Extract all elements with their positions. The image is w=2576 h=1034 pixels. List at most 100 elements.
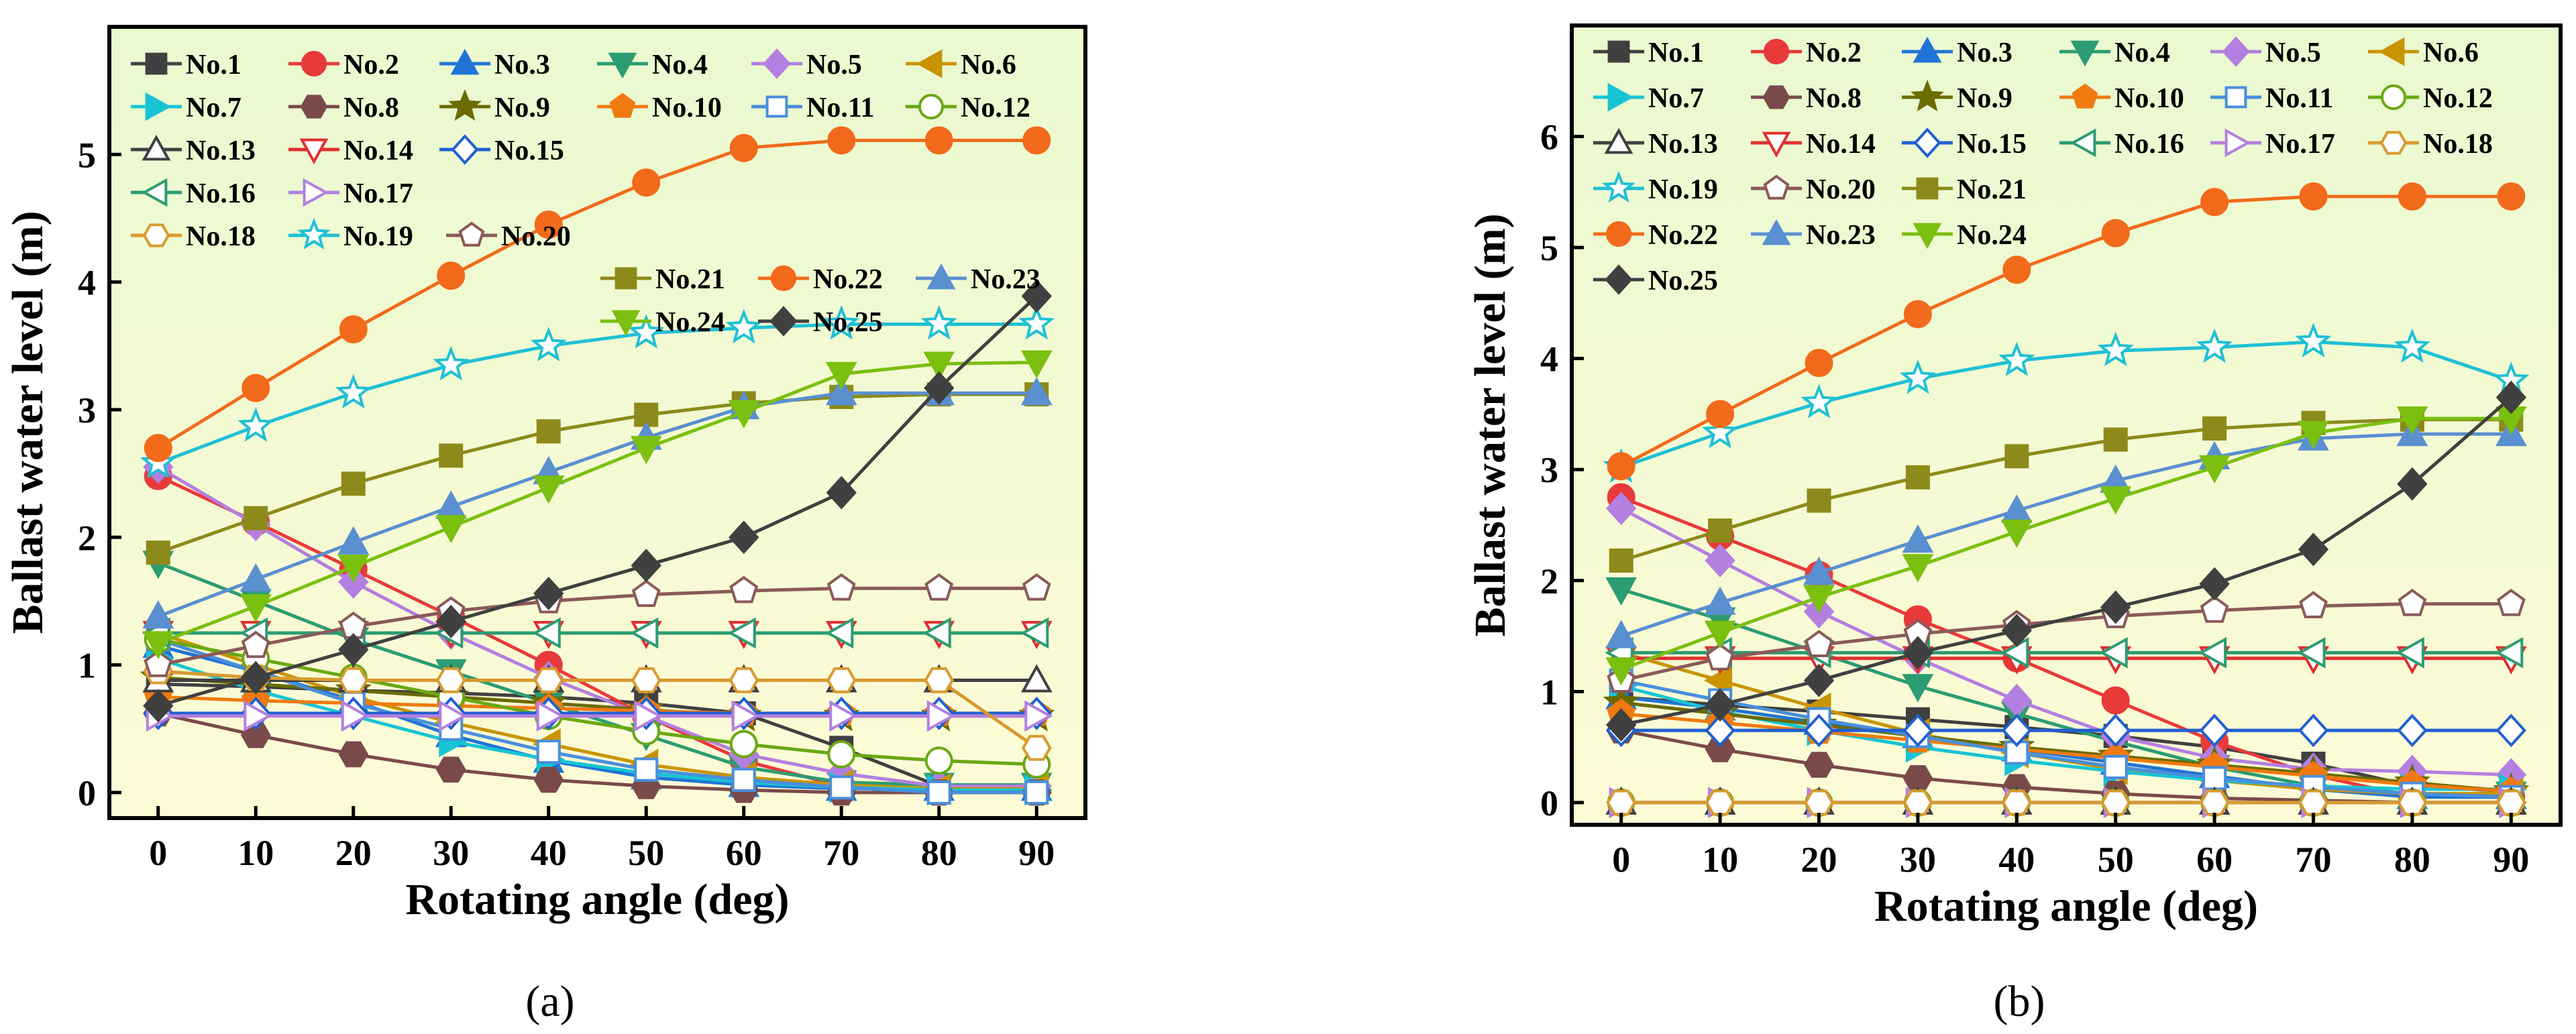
data-point <box>2103 754 2128 779</box>
legend-item: No.5 <box>2210 36 2321 68</box>
series-line <box>1620 194 2512 468</box>
legend-label: No.13 <box>1648 129 1718 160</box>
data-point <box>2397 713 2428 748</box>
data-point <box>2202 766 2227 791</box>
legend-item: No.11 <box>751 93 875 123</box>
legend-item: No.7 <box>131 92 241 123</box>
legend-marker <box>2222 36 2250 67</box>
legend-item: No.7 <box>1593 82 1704 114</box>
x-tick-label: 80 <box>2394 840 2430 880</box>
y-tick-label: 3 <box>1540 450 1558 490</box>
x-tick-label: 10 <box>237 833 274 873</box>
data-point <box>826 475 857 510</box>
plot-area <box>1572 25 2561 825</box>
series-no25 <box>1605 380 2527 742</box>
legend-item: No.2 <box>1751 38 1862 68</box>
data-point <box>244 700 272 732</box>
x-tick-label: 0 <box>149 833 167 873</box>
legend-marker <box>1762 131 1791 158</box>
data-point <box>533 475 565 504</box>
y-tick-label: 5 <box>1540 228 1558 268</box>
legend: No.1 No.2 No.3 No.4 No.5 No.6 No.7 No.8 No.9 No.1… <box>131 48 1040 338</box>
x-tick-label: 50 <box>2098 840 2134 880</box>
legend-item: No.8 <box>1751 83 1862 114</box>
legend-item: No.1 <box>1593 38 1704 68</box>
legend-marker <box>2378 37 2405 66</box>
data-point <box>2100 789 2131 816</box>
legend-label: No.14 <box>1806 129 1876 160</box>
legend-marker <box>608 52 637 79</box>
data-point <box>143 689 174 723</box>
data-point <box>1022 126 1051 155</box>
x-tick-label: 90 <box>1018 833 1055 873</box>
data-point <box>1902 789 1933 816</box>
data-point <box>728 400 760 428</box>
data-point <box>1024 780 1049 805</box>
data-point <box>2297 637 2326 669</box>
data-point <box>2004 444 2029 469</box>
series-no15 <box>1605 713 2527 748</box>
legend-marker <box>450 48 480 75</box>
data-point <box>924 667 955 693</box>
x-tick-label: 30 <box>433 833 469 873</box>
data-point <box>634 700 663 732</box>
legend-label: No.20 <box>501 221 571 252</box>
legend-marker <box>297 217 331 250</box>
legend-item: No.3 <box>1902 36 2012 68</box>
legend-label: No.8 <box>1806 83 1862 114</box>
data-point <box>827 740 856 768</box>
x-tick-label: 60 <box>2196 840 2233 880</box>
data-point <box>1804 789 1834 816</box>
data-point <box>731 767 756 792</box>
series-line <box>1620 416 2512 671</box>
data-point <box>924 573 954 601</box>
data-point <box>341 471 366 496</box>
data-point <box>2496 589 2526 616</box>
legend-label: No.1 <box>186 50 241 80</box>
series-no24 <box>142 350 1053 660</box>
data-point <box>2398 182 2426 211</box>
series-no19 <box>140 305 1055 479</box>
series-line <box>1621 701 2512 793</box>
legend-item: No.24 <box>600 307 725 338</box>
data-point <box>1902 554 1934 583</box>
data-point <box>2000 637 2029 669</box>
data-point <box>2394 328 2430 363</box>
legend-label: No.16 <box>186 178 256 209</box>
data-point <box>729 667 759 693</box>
legend-item: No.22 <box>1593 220 1718 251</box>
data-point <box>630 617 659 649</box>
data-point <box>2298 420 2329 449</box>
legend-marker <box>451 134 479 165</box>
data-point <box>826 573 856 601</box>
legend-label: No.17 <box>343 178 413 209</box>
data-point <box>825 361 857 390</box>
data-point <box>533 667 564 693</box>
legend-label: No.12 <box>2423 83 2493 114</box>
data-point <box>731 700 760 732</box>
data-point <box>1805 630 1833 657</box>
data-point <box>725 308 762 344</box>
legend-marker <box>1605 221 1632 247</box>
x-tick-label: 40 <box>1998 840 2035 880</box>
legend-label: No.24 <box>1957 220 2027 251</box>
legend-label: No.7 <box>186 93 241 123</box>
legend-item: No.18 <box>2368 129 2493 160</box>
legend-marker <box>609 93 636 118</box>
data-point <box>2202 416 2227 441</box>
series-line <box>158 669 1038 750</box>
legend-item: No.24 <box>1902 220 2027 251</box>
legend-item: No.17 <box>2210 128 2335 160</box>
y-tick-label: 1 <box>1540 672 1558 712</box>
legend-label: No.22 <box>1648 220 1718 251</box>
legend-item: No.4 <box>597 50 708 80</box>
legend-item: No.20 <box>1751 174 1876 205</box>
y-tick-label: 4 <box>78 263 96 303</box>
legend-label: No.16 <box>2114 129 2184 160</box>
data-point <box>2097 331 2134 367</box>
data-point <box>2298 713 2329 748</box>
data-point <box>2100 713 2131 748</box>
data-point <box>1703 665 1733 697</box>
data-point <box>2100 486 2132 515</box>
data-point <box>926 700 955 732</box>
